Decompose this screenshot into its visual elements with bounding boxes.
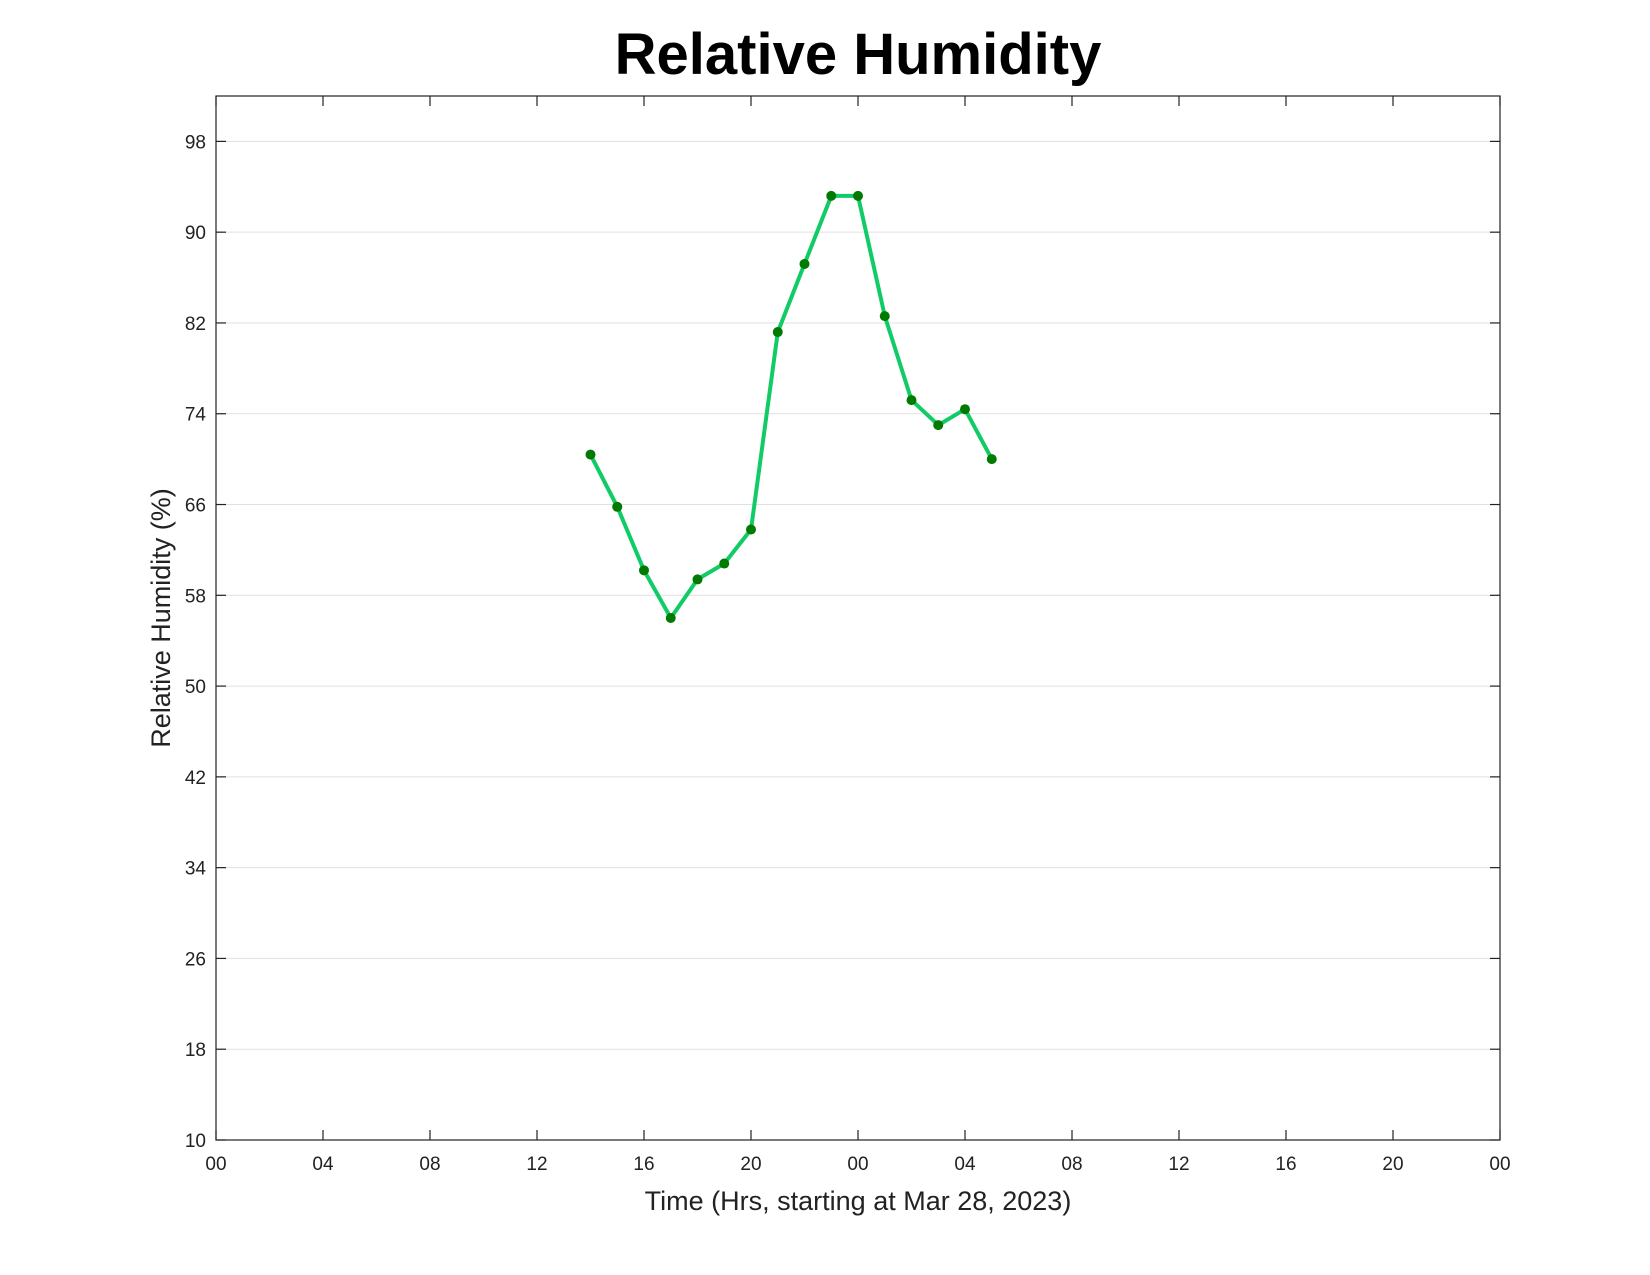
data-point [933, 420, 944, 431]
x-tick-label: 08 [419, 1154, 440, 1175]
data-point [826, 190, 837, 201]
y-tick-label: 74 [185, 405, 207, 426]
x-tick-label: 04 [954, 1154, 976, 1175]
axis-ticks: 10 18 26 34 42 50 58 66 74 82 90 98 00 04 08 12 16 20 00 04… [185, 96, 1511, 1175]
y-tick-label: 50 [185, 677, 206, 698]
data-point [853, 190, 863, 201]
data-point [692, 574, 703, 585]
data-point [665, 613, 676, 623]
x-tick-label: 08 [1061, 1154, 1082, 1175]
data-series [585, 190, 997, 623]
x-tick-label: 16 [633, 1154, 654, 1175]
chart-title: Relative Humidity [615, 22, 1102, 87]
y-tick-label: 82 [185, 314, 206, 335]
x-axis-label: Time (Hrs, starting at Mar 28, 2023) [645, 1186, 1072, 1216]
x-tick-label: 04 [312, 1154, 334, 1175]
x-tick-label: 16 [1275, 1154, 1296, 1175]
data-point [986, 454, 997, 465]
data-point [772, 327, 783, 338]
series-line [588, 193, 994, 620]
data-point [585, 449, 596, 460]
data-point [879, 311, 890, 322]
y-axis-label: Relative Humidity (%) [146, 488, 176, 748]
y-tick-label: 42 [185, 768, 206, 789]
gridlines [216, 140, 1500, 1050]
x-tick-label: 20 [1382, 1154, 1403, 1175]
data-point [746, 524, 756, 535]
y-tick-label: 98 [185, 132, 206, 153]
x-tick-label: 00 [205, 1154, 226, 1175]
plot-area-frame [215, 95, 1501, 1141]
y-tick-label: 34 [185, 859, 207, 880]
data-point [612, 501, 623, 512]
x-tick-label: 12 [1168, 1154, 1189, 1175]
y-tick-label: 66 [185, 496, 206, 517]
y-tick-label: 58 [185, 586, 206, 607]
y-tick-label: 10 [185, 1131, 206, 1152]
data-point [719, 558, 730, 569]
x-tick-label: 00 [1489, 1154, 1510, 1175]
x-tick-label: 20 [740, 1154, 761, 1175]
y-tick-label: 26 [185, 949, 206, 970]
y-tick-label: 90 [185, 223, 206, 244]
x-tick-label: 00 [847, 1154, 868, 1175]
data-point [906, 395, 917, 406]
y-tick-label: 18 [185, 1040, 206, 1061]
x-tick-label: 12 [526, 1154, 547, 1175]
data-point [639, 565, 649, 576]
data-point [799, 258, 810, 269]
data-point [960, 404, 970, 415]
